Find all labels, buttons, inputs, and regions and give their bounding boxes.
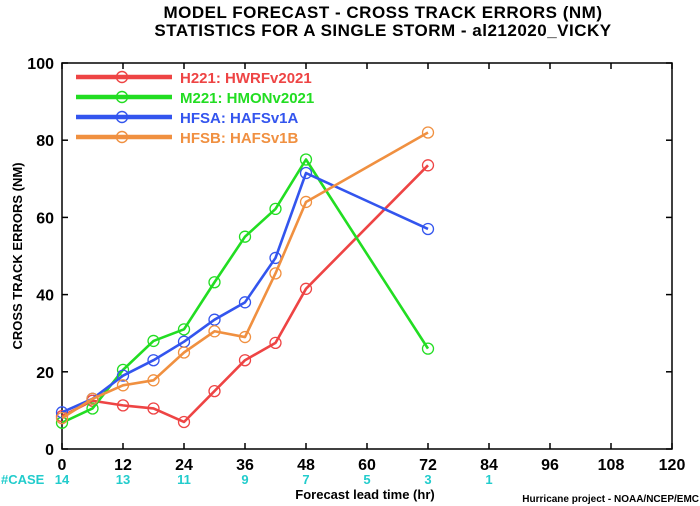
data-point — [116, 399, 130, 412]
case-count-value: 3 — [424, 472, 431, 487]
data-point — [269, 267, 282, 280]
y-tick-label: 40 — [36, 288, 54, 305]
axis-ticks — [61, 62, 673, 450]
data-point — [86, 392, 99, 405]
x-tick-labels: 0 12 24 36 48 60 72 84 96 108 120 — [58, 457, 686, 474]
x-tick-label: 12 — [114, 457, 132, 474]
data-point — [177, 323, 191, 336]
x-tick-label: 72 — [419, 457, 437, 474]
data-point — [116, 379, 130, 392]
x-tick-label: 96 — [541, 457, 559, 474]
data-point — [299, 282, 313, 295]
data-point — [208, 276, 221, 289]
legend-marker — [115, 70, 129, 84]
case-count-row: #CASE 14 13 11 9 7 5 3 1 — [1, 472, 493, 487]
data-point — [421, 126, 435, 139]
data-point — [177, 415, 191, 429]
series-line — [61, 131, 429, 420]
series-line — [61, 171, 429, 414]
legend-item: M221: HMONv2021 — [76, 90, 314, 107]
y-axis-label: CROSS TRACK ERRORS (NM) — [10, 162, 25, 349]
legend-marker — [115, 110, 129, 124]
data-point — [299, 195, 313, 209]
case-count-value: 13 — [116, 472, 130, 487]
data-point — [269, 336, 282, 350]
data-point — [238, 354, 252, 367]
x-tick-label: 84 — [480, 457, 498, 474]
data-point — [55, 411, 69, 425]
case-count-value: 5 — [363, 472, 370, 487]
legend-item: H221: HWRFv2021 — [76, 70, 312, 87]
data-point — [147, 402, 160, 415]
data-point — [147, 374, 160, 387]
legend-label: HFSB: HAFSv1B — [180, 130, 299, 147]
x-axis-label: Forecast lead time (hr) — [295, 487, 434, 502]
data-point — [269, 202, 282, 216]
chart-subtitle: STATISTICS FOR A SINGLE STORM - al212020… — [154, 21, 611, 40]
credit-text: Hurricane project - NOAA/NCEP/EMC — [522, 494, 699, 505]
legend-marker — [115, 130, 129, 144]
case-count-value: 11 — [177, 472, 191, 487]
case-count-value: 9 — [241, 472, 248, 487]
legend-label: HFSA: HAFSv1A — [180, 110, 299, 127]
data-point — [147, 354, 160, 367]
y-tick-label: 0 — [45, 442, 54, 459]
data-point — [238, 330, 252, 344]
series-2 — [55, 166, 435, 419]
data-point — [421, 159, 435, 172]
case-count-label: #CASE — [1, 472, 45, 487]
x-tick-label: 48 — [297, 457, 315, 474]
data-point — [421, 222, 435, 236]
data-point — [116, 369, 130, 382]
legend-item: HFSA: HAFSv1A — [76, 110, 299, 127]
series-3 — [55, 126, 435, 425]
x-tick-label: 120 — [659, 457, 686, 474]
legend-label: M221: HMONv2021 — [180, 90, 314, 107]
data-point — [238, 230, 252, 243]
legend: H221: HWRFv2021 M221: HMONv2021 HFSA: HAFS… — [76, 70, 314, 147]
series-1 — [55, 153, 435, 429]
y-tick-label: 80 — [36, 133, 54, 150]
data-point — [299, 166, 313, 180]
x-tick-label: 108 — [598, 457, 625, 474]
chart-title: MODEL FORECAST - CROSS TRACK ERRORS (NM) — [163, 3, 602, 22]
data-point — [299, 153, 313, 166]
data-point — [238, 296, 252, 309]
series-line — [61, 158, 430, 424]
data-point — [208, 325, 221, 338]
case-count-value: 1 — [485, 472, 492, 487]
x-tick-label: 24 — [175, 457, 193, 474]
legend-marker — [115, 90, 129, 104]
series-layer — [55, 126, 435, 429]
x-tick-label: 0 — [58, 457, 67, 474]
x-tick-label: 60 — [358, 457, 376, 474]
data-point — [177, 346, 191, 359]
y-tick-label: 100 — [27, 56, 54, 73]
y-tick-label: 60 — [36, 210, 54, 227]
data-point — [421, 342, 435, 355]
legend-item: HFSB: HAFSv1B — [76, 130, 299, 147]
case-count-value: 14 — [55, 472, 70, 487]
y-tick-label: 20 — [36, 365, 54, 382]
case-count-value: 7 — [302, 472, 309, 487]
data-point — [147, 334, 160, 348]
series-0 — [55, 159, 435, 429]
data-point — [208, 384, 221, 398]
data-point — [86, 402, 99, 415]
series-line — [61, 164, 429, 424]
x-tick-label: 36 — [236, 457, 254, 474]
legend-label: H221: HWRFv2021 — [180, 70, 312, 87]
y-tick-labels: 0 20 40 60 80 100 — [27, 56, 54, 459]
